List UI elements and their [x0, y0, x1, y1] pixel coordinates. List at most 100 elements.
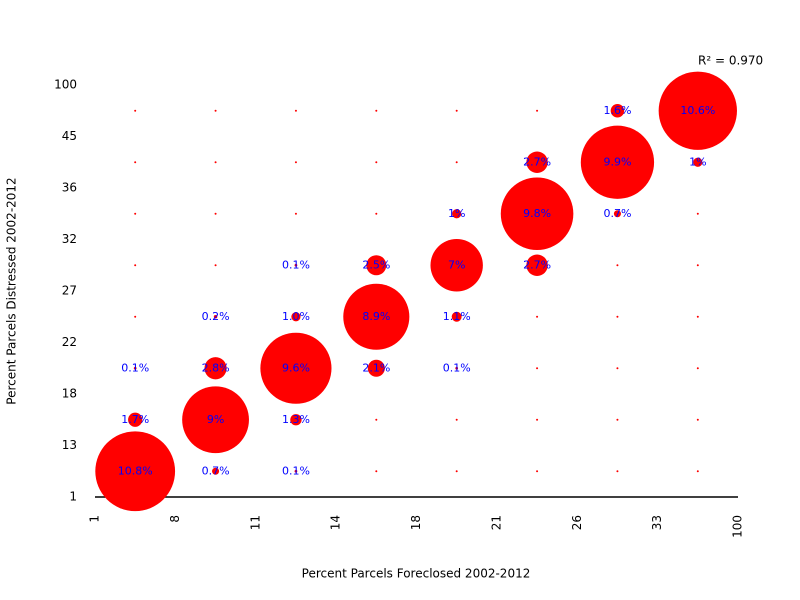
value-label: 2.7% — [523, 155, 551, 168]
x-tick-label: 21 — [489, 515, 503, 530]
bubble — [95, 431, 176, 512]
value-label: 1.6% — [603, 104, 631, 117]
bubble — [455, 109, 458, 112]
bubble — [134, 109, 137, 112]
bubble — [452, 209, 462, 219]
value-label: 1% — [689, 155, 706, 168]
annotation: R² = 0.970 — [698, 54, 763, 68]
value-label: 1.3% — [282, 413, 310, 426]
bubble — [294, 469, 298, 473]
bubble — [133, 366, 137, 370]
y-tick-label: 36 — [62, 181, 77, 195]
value-label: 2.8% — [202, 361, 230, 374]
bubble — [613, 210, 621, 218]
bubble — [375, 109, 378, 112]
bubble — [696, 367, 699, 370]
bubble — [213, 315, 218, 319]
value-label: 0.1% — [443, 361, 471, 374]
bubble — [658, 71, 737, 150]
x-axis-label: Percent Parcels Foreclosed 2002-2012 — [302, 567, 531, 581]
bubble — [536, 109, 539, 112]
bubble — [375, 470, 378, 473]
bubble — [214, 264, 217, 267]
bubble — [375, 212, 378, 215]
bubble — [536, 418, 539, 421]
value-label: 9.6% — [282, 361, 310, 374]
bubble — [696, 470, 699, 473]
value-label: 9.9% — [603, 155, 631, 168]
bubble — [375, 418, 378, 421]
x-tick-label: 18 — [409, 515, 423, 530]
bubble — [536, 367, 539, 370]
x-tick-label: 33 — [650, 515, 664, 530]
x-tick-label: 100 — [731, 515, 745, 538]
bubble — [580, 125, 655, 199]
bubble — [451, 311, 462, 322]
bubble — [134, 315, 137, 318]
bubble — [526, 254, 548, 276]
y-axis-label: Percent Parcels Distressed 2002-2012 — [5, 177, 19, 404]
y-tick-label: 100 — [54, 78, 77, 92]
bubble — [455, 366, 459, 370]
value-label: 0.7% — [202, 464, 230, 477]
bubble — [616, 418, 619, 421]
bubble — [291, 312, 301, 322]
bubble — [204, 357, 227, 380]
bubble — [128, 412, 143, 427]
bubble — [526, 151, 548, 173]
bubble — [696, 212, 699, 215]
value-label: 0.1% — [282, 464, 310, 477]
value-label: 0.1% — [121, 361, 149, 374]
x-tick-label: 8 — [168, 515, 182, 523]
x-tick-label: 14 — [329, 515, 343, 530]
y-tick-label: 32 — [62, 232, 77, 246]
y-tick-label: 22 — [62, 335, 77, 349]
x-tick-label: 1 — [88, 515, 102, 523]
y-tick-label: 27 — [62, 284, 77, 298]
bubble — [500, 177, 574, 251]
value-label: 7% — [448, 258, 465, 271]
value-label: 10.6% — [680, 104, 715, 117]
value-label: 10.8% — [118, 464, 153, 477]
bubble — [214, 212, 217, 215]
bubble — [212, 467, 220, 475]
bubble — [696, 418, 699, 421]
bubble — [290, 414, 302, 426]
bubble — [616, 315, 619, 318]
bubble — [455, 470, 458, 473]
bubble — [696, 264, 699, 267]
value-label: 1% — [448, 207, 465, 220]
bubble — [214, 109, 217, 112]
y-tick-label: 45 — [62, 129, 77, 143]
bubble — [616, 470, 619, 473]
bubble — [294, 161, 297, 164]
bubble — [294, 212, 297, 215]
bubble — [610, 103, 625, 118]
bubble — [696, 315, 699, 318]
bubble — [367, 359, 385, 377]
value-label: 2.1% — [362, 361, 390, 374]
bubble — [455, 161, 458, 164]
bubble — [294, 263, 298, 267]
value-label: 0.1% — [282, 258, 310, 271]
bubble — [616, 367, 619, 370]
bubble — [375, 161, 378, 164]
value-label: 0.7% — [603, 207, 631, 220]
bubble — [343, 283, 410, 350]
bubble — [455, 418, 458, 421]
value-label: 9.8% — [523, 207, 551, 220]
value-label: 8.9% — [362, 310, 390, 323]
y-tick-label: 1 — [69, 490, 77, 504]
bubble — [134, 212, 137, 215]
bubble — [134, 264, 137, 267]
value-label: 9% — [207, 413, 224, 426]
bubble — [536, 470, 539, 473]
bubble — [182, 386, 249, 454]
bubble — [430, 239, 483, 292]
bubble — [260, 332, 332, 404]
bubble — [536, 315, 539, 318]
bubble — [134, 161, 137, 164]
bubble — [294, 109, 297, 112]
bubble — [366, 255, 387, 276]
